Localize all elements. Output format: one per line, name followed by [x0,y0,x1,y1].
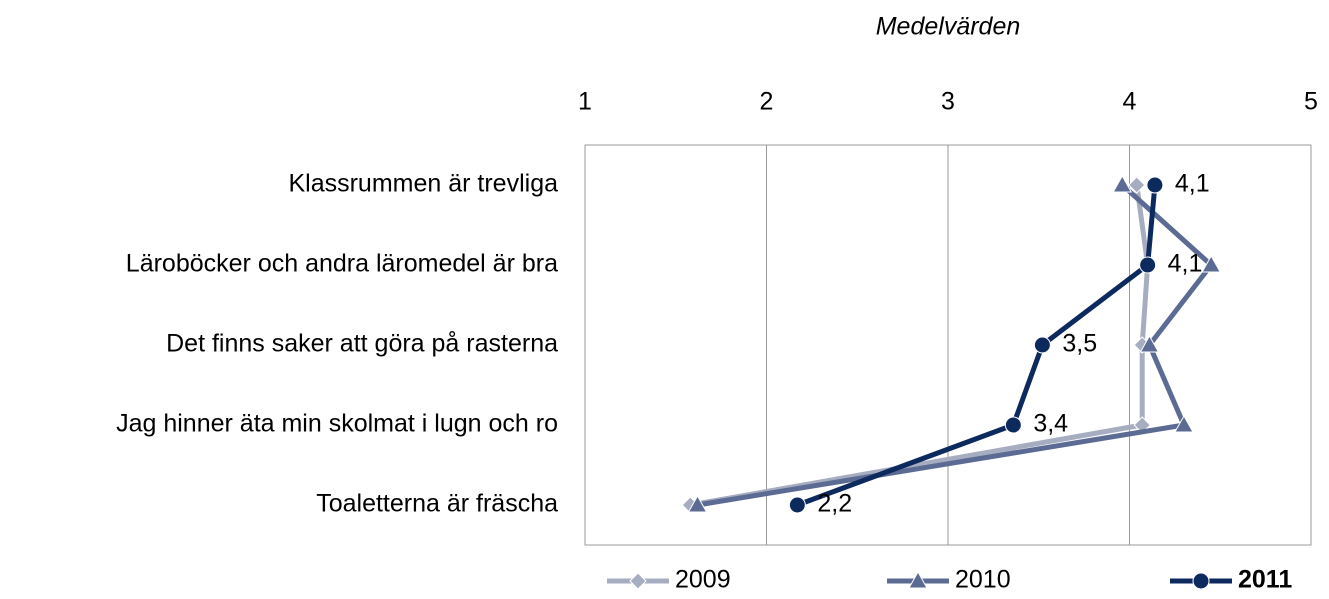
legend-marker [908,570,928,589]
x-tick-label: 2 [760,88,774,116]
legend-label: 2011 [1238,566,1292,594]
x-tick-label: 1 [578,88,592,116]
legend-marker [629,572,647,590]
x-tick-label: 3 [941,88,955,116]
data-point [1201,254,1222,273]
data-label: 3,4 [1033,410,1068,438]
y-tick-label: Toaletterna är fräscha [316,490,558,518]
chart-title: Medelvärden [876,13,1021,41]
data-point [1004,416,1022,434]
y-tick-label: Jag hinner äta min skolmat i lugn och ro [116,410,558,438]
data-point [1146,176,1164,194]
data-point [687,494,708,513]
data-point [1112,174,1133,193]
data-label: 3,5 [1062,330,1097,358]
data-point [1174,414,1194,433]
data-label: 4,1 [1175,170,1210,198]
data-point [1128,176,1146,194]
legend-marker [1192,572,1210,590]
y-tick-label: Det finns saker att göra på rasterna [166,330,558,358]
data-label: 4,1 [1168,250,1203,278]
x-tick-label: 4 [1123,88,1137,116]
legend-label: 2009 [675,566,731,594]
data-point [1139,334,1160,353]
data-point [1033,336,1051,354]
legend-label: 2010 [955,566,1011,594]
y-tick-label: Klassrummen är trevliga [288,170,558,198]
data-point [788,496,806,514]
y-tick-label: Läroböcker och andra läromedel är bra [126,250,558,278]
data-label: 2,2 [817,490,852,518]
data-point [1139,256,1157,274]
x-tick-label: 5 [1304,88,1318,116]
